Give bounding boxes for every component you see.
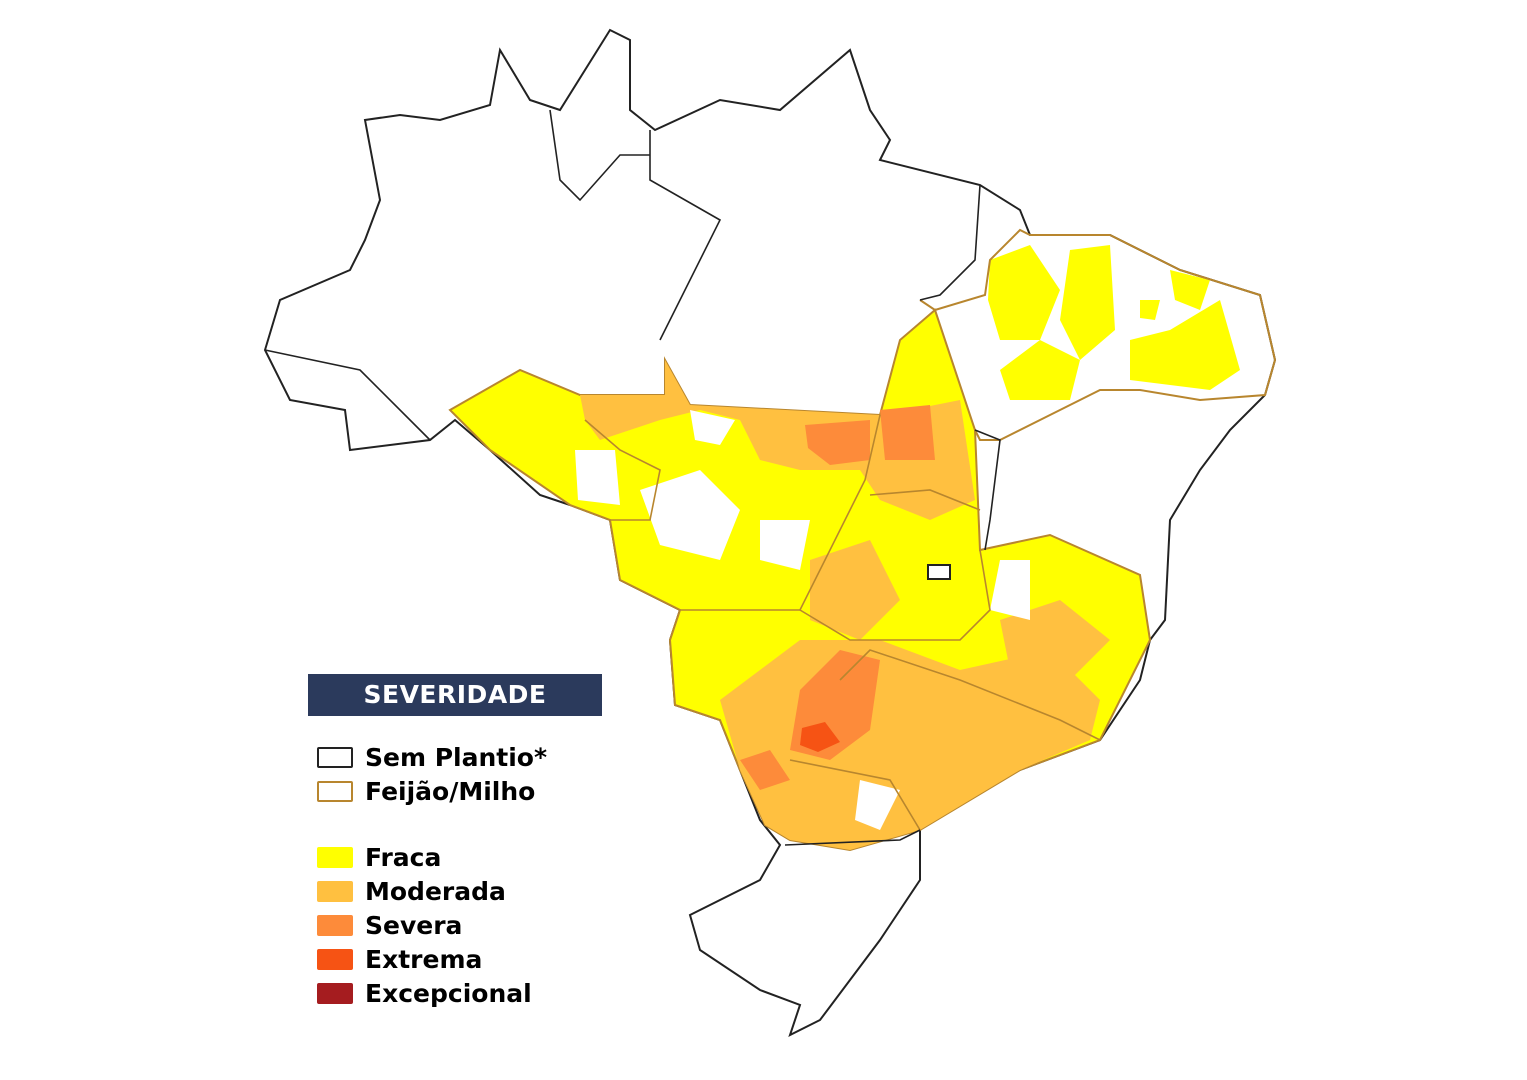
legend-title: SEVERIDADE [308,674,602,716]
legend: SEVERIDADE Sem Plantio* Feijão/Milho Fra… [308,674,602,1010]
severity-moderada-region [580,360,1110,850]
no-drought-areas [575,410,1030,830]
legend-item-feijao-milho: Feijão/Milho [317,774,602,808]
legend-item-fraca: Fraca [317,840,602,874]
sem-plantio-swatch [317,746,353,768]
moderada-swatch [317,880,353,902]
severity-severa-region [740,405,935,790]
legend-item-severa: Severa [317,908,602,942]
excepcional-swatch [317,982,353,1004]
legend-item-sem-plantio: Sem Plantio* [317,740,602,774]
fraca-swatch [317,846,353,868]
legend-label: Excepcional [365,978,532,1008]
northeast-planting-border [919,228,1277,441]
extrema-swatch [317,948,353,970]
legend-label: Moderada [365,876,506,906]
distrito-federal [927,564,951,580]
north-state-borders [264,109,1001,846]
legend-label: Feijão/Milho [365,776,536,806]
severa-swatch [317,914,353,936]
feijao-milho-swatch [317,780,353,802]
legend-label: Sem Plantio* [365,742,548,772]
state-borders [584,414,1101,831]
legend-item-excepcional: Excepcional [317,976,602,1010]
severity-fraca-northeast [988,245,1240,400]
legend-label: Fraca [365,842,442,872]
severity-extrema-region [800,722,840,752]
legend-item-moderada: Moderada [317,874,602,908]
legend-item-extrema: Extrema [317,942,602,976]
legend-label: Severa [365,910,463,940]
legend-label: Extrema [365,944,483,974]
